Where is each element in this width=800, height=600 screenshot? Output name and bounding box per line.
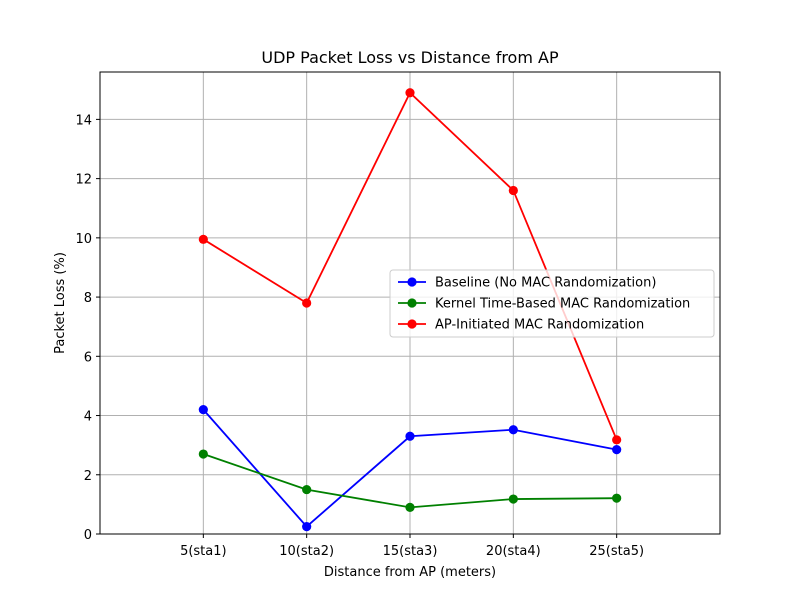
- y-tick-label: 14: [75, 113, 92, 128]
- axis-ticks: 5(sta1) 10(sta2) 15(sta3) 20(sta4) 25(sta5) 0…: [75, 113, 644, 559]
- x-tick-label: 5(sta1): [180, 544, 227, 559]
- legend-label: Baseline (No MAC Randomization): [435, 276, 656, 291]
- y-axis-label: Packet Loss (%): [53, 252, 68, 354]
- series-1: [198, 449, 622, 512]
- data-point: [198, 234, 208, 244]
- chart-title: UDP Packet Loss vs Distance from AP: [261, 48, 559, 67]
- legend-box: [389, 269, 715, 338]
- data-point: [302, 298, 312, 308]
- data-point: [508, 425, 518, 435]
- data-point: [405, 88, 415, 98]
- data-point: [405, 431, 415, 441]
- legend-marker: [407, 319, 417, 329]
- x-axis-label: Distance from AP (meters): [324, 565, 496, 580]
- legend: Baseline (No MAC Randomization) Kernel Ti…: [389, 269, 715, 338]
- x-tick-label: 20(sta4): [486, 544, 541, 559]
- data-point: [302, 521, 312, 532]
- legend-entry: Kernel Time-Based MAC Randomization: [398, 297, 690, 312]
- x-tick-label: 15(sta3): [383, 544, 438, 559]
- y-tick-label: 12: [75, 173, 92, 188]
- data-point: [405, 502, 415, 512]
- series-0: [198, 405, 622, 532]
- data-point: [302, 484, 312, 495]
- y-tick-label: 6: [84, 350, 92, 365]
- legend-label: AP-Initiated MAC Randomization: [435, 318, 644, 333]
- data-point: [198, 405, 208, 415]
- data-point: [612, 444, 622, 455]
- y-tick-label: 10: [75, 232, 92, 247]
- data-point: [612, 435, 622, 445]
- legend-entry: Baseline (No MAC Randomization): [398, 276, 656, 291]
- data-point: [508, 185, 518, 196]
- x-tick-label: 10(sta2): [279, 544, 334, 559]
- data-point: [508, 494, 518, 504]
- y-tick-label: 8: [84, 291, 92, 306]
- y-tick-label: 0: [84, 528, 92, 543]
- data-point: [198, 449, 208, 459]
- legend-label: Kernel Time-Based MAC Randomization: [435, 297, 690, 312]
- legend-marker: [407, 298, 417, 308]
- y-tick-label: 2: [84, 469, 92, 484]
- y-tick-label: 4: [84, 410, 92, 425]
- legend-marker: [407, 277, 417, 287]
- x-tick-label: 25(sta5): [589, 544, 644, 559]
- legend-entry: AP-Initiated MAC Randomization: [398, 318, 644, 333]
- data-point: [612, 493, 622, 503]
